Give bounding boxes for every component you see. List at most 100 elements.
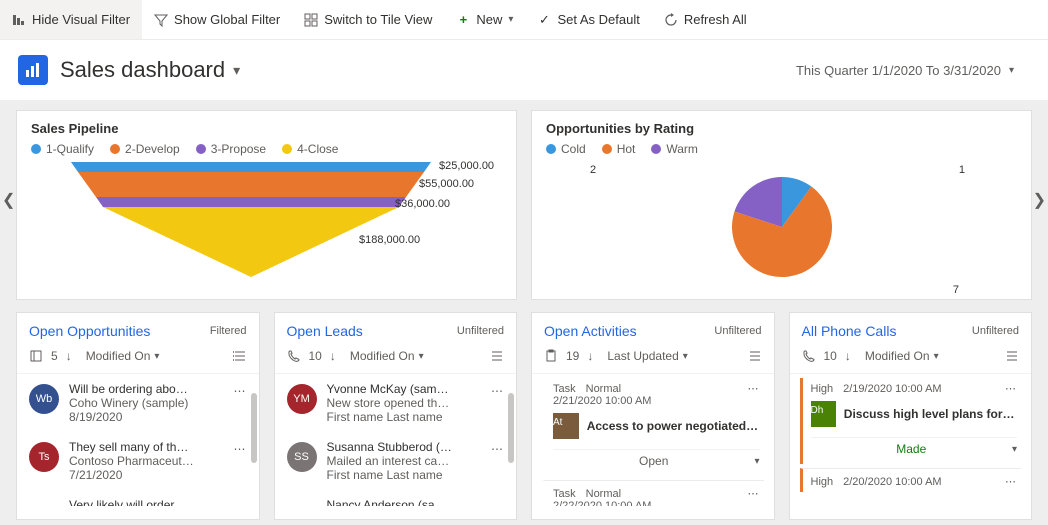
call-item[interactable]: High 2/19/2020 10:00 AM ⋯ Dh Discuss hig…: [800, 378, 1022, 464]
more-icon[interactable]: ⋯: [748, 487, 760, 500]
sort-selector[interactable]: Modified On▾: [86, 349, 160, 363]
sort-selector[interactable]: Last Updated▾: [607, 349, 687, 363]
new-button[interactable]: + New ▾: [444, 0, 525, 39]
chevron-down-icon: ▾: [934, 351, 939, 362]
avatar: Ts: [29, 442, 59, 472]
carousel-next-button[interactable]: ❯: [1033, 190, 1046, 210]
pie-chart[interactable]: 2 1 7: [546, 162, 1017, 292]
tile-view-icon: [304, 13, 318, 27]
show-global-filter-label: Show Global Filter: [174, 12, 280, 27]
chevron-down-icon: ▾: [683, 351, 688, 362]
card-title[interactable]: Open Opportunities: [29, 323, 150, 339]
legend-label: 3-Propose: [211, 142, 266, 156]
filter-status: Filtered: [210, 325, 247, 337]
sort-selector[interactable]: Modified On▾: [350, 349, 424, 363]
call-item[interactable]: High 2/20/2020 10:00 AM ⋯: [800, 468, 1022, 492]
avatar-initials: Ts: [39, 451, 50, 463]
activity-priority: Normal: [586, 383, 621, 395]
command-bar: Hide Visual Filter Show Global Filter Sw…: [0, 0, 1048, 40]
funnel-value: $55,000.00: [419, 178, 474, 190]
hide-visual-filter-button[interactable]: Hide Visual Filter: [0, 0, 142, 39]
sort-arrow-icon: ↓: [587, 349, 593, 363]
list-item[interactable]: Wb Will be ordering abo… Coho Winery (sa…: [17, 374, 259, 432]
item-subtitle: New store opened th…: [327, 396, 482, 410]
clipboard-icon: [544, 349, 558, 363]
scrollbar[interactable]: [508, 393, 514, 463]
record-count: 19: [566, 349, 579, 363]
chevron-down-icon: ▾: [154, 351, 159, 362]
page-title: Sales dashboard: [60, 57, 225, 83]
activity-item[interactable]: Task Normal ⋯ 2/21/2020 10:00 AM At Acce…: [542, 378, 764, 476]
list-view-icon[interactable]: [748, 349, 762, 363]
scrollbar[interactable]: [251, 393, 257, 463]
item-owner: First name Last name: [327, 410, 482, 424]
refresh-all-button[interactable]: Refresh All: [652, 0, 759, 39]
funnel-legend: 1-Qualify 2-Develop 3-Propose 4-Close: [31, 142, 502, 156]
more-icon[interactable]: ⋯: [491, 382, 504, 398]
more-icon[interactable]: ⋯: [1005, 475, 1017, 488]
date-range-text: This Quarter 1/1/2020 To 3/31/2020: [796, 63, 1001, 78]
sort-arrow-icon: ↓: [845, 349, 851, 363]
chevron-down-icon[interactable]: ▾: [1012, 444, 1017, 455]
list-view-icon[interactable]: [233, 349, 247, 363]
switch-tile-view-button[interactable]: Switch to Tile View: [292, 0, 444, 39]
phone-icon: [287, 349, 301, 363]
legend-dot: [110, 144, 120, 154]
open-leads-card: Open Leads Unfiltered 10 ↓ Modified On▾ …: [274, 312, 518, 520]
avatar-initials: Wb: [36, 393, 53, 405]
more-icon[interactable]: ⋯: [234, 382, 247, 398]
avatar-initials: At: [553, 417, 562, 428]
list-body[interactable]: Task Normal ⋯ 2/21/2020 10:00 AM At Acce…: [532, 374, 774, 506]
legend-dot: [196, 144, 206, 154]
filter-status: Unfiltered: [972, 325, 1019, 337]
list-view-icon[interactable]: [1005, 349, 1019, 363]
legend-item: Warm: [651, 142, 698, 156]
hide-visual-filter-label: Hide Visual Filter: [32, 12, 130, 27]
list-view-icon[interactable]: [490, 349, 504, 363]
sales-pipeline-chart-card: Sales Pipeline 1-Qualify 2-Develop 3-Pro…: [16, 110, 517, 300]
more-icon[interactable]: ⋯: [491, 440, 504, 456]
list-item[interactable]: Nancy Anderson (sa…: [275, 490, 517, 506]
filter-status: Unfiltered: [714, 325, 761, 337]
funnel-value: $25,000.00: [439, 160, 494, 172]
item-subtitle: Contoso Pharmaceut…: [69, 454, 224, 468]
legend-label: 4-Close: [297, 142, 338, 156]
carousel-prev-button[interactable]: ❮: [2, 190, 15, 210]
list-body[interactable]: High 2/19/2020 10:00 AM ⋯ Dh Discuss hig…: [790, 374, 1032, 506]
funnel-chart[interactable]: $25,000.00 $55,000.00 $36,000.00 $188,00…: [31, 162, 502, 282]
list-item[interactable]: SS Susanna Stubberod (… Mailed an intere…: [275, 432, 517, 490]
set-default-button[interactable]: ✓ Set As Default: [525, 0, 651, 39]
date-range-selector[interactable]: This Quarter 1/1/2020 To 3/31/2020 ▾: [796, 63, 1030, 78]
list-item[interactable]: Very likely will order …: [17, 490, 259, 506]
legend-item: Hot: [602, 142, 636, 156]
card-title[interactable]: All Phone Calls: [802, 323, 897, 339]
sort-label: Modified On: [350, 349, 415, 363]
item-title: Susanna Stubberod (…: [327, 440, 482, 454]
item-owner: First name Last name: [327, 468, 482, 482]
avatar: YM: [287, 384, 317, 414]
sort-label: Modified On: [86, 349, 151, 363]
more-icon[interactable]: ⋯: [1005, 382, 1017, 395]
activity-priority: Normal: [586, 488, 621, 500]
list-item[interactable]: Ts They sell many of th… Contoso Pharmac…: [17, 432, 259, 490]
more-icon[interactable]: ⋯: [748, 382, 760, 395]
legend-dot: [602, 144, 612, 154]
refresh-all-label: Refresh All: [684, 12, 747, 27]
list-item[interactable]: YM Yvonne McKay (sam… New store opened t…: [275, 374, 517, 432]
title-dropdown-icon[interactable]: ▾: [233, 62, 240, 79]
legend-dot: [31, 144, 41, 154]
activity-item[interactable]: Task Normal ⋯ 2/22/2020 10:00 AM: [542, 480, 764, 506]
card-title[interactable]: Open Leads: [287, 323, 363, 339]
new-label: New: [476, 12, 502, 27]
chevron-down-icon[interactable]: ▾: [754, 456, 759, 467]
legend-label: 1-Qualify: [46, 142, 94, 156]
legend-label: Cold: [561, 142, 586, 156]
list-body[interactable]: YM Yvonne McKay (sam… New store opened t…: [275, 374, 517, 506]
item-date: 7/21/2020: [69, 468, 224, 482]
item-title: They sell many of th…: [69, 440, 224, 454]
list-body[interactable]: Wb Will be ordering abo… Coho Winery (sa…: [17, 374, 259, 506]
show-global-filter-button[interactable]: Show Global Filter: [142, 0, 292, 39]
card-title[interactable]: Open Activities: [544, 323, 637, 339]
more-icon[interactable]: ⋯: [234, 440, 247, 456]
sort-selector[interactable]: Modified On▾: [865, 349, 939, 363]
